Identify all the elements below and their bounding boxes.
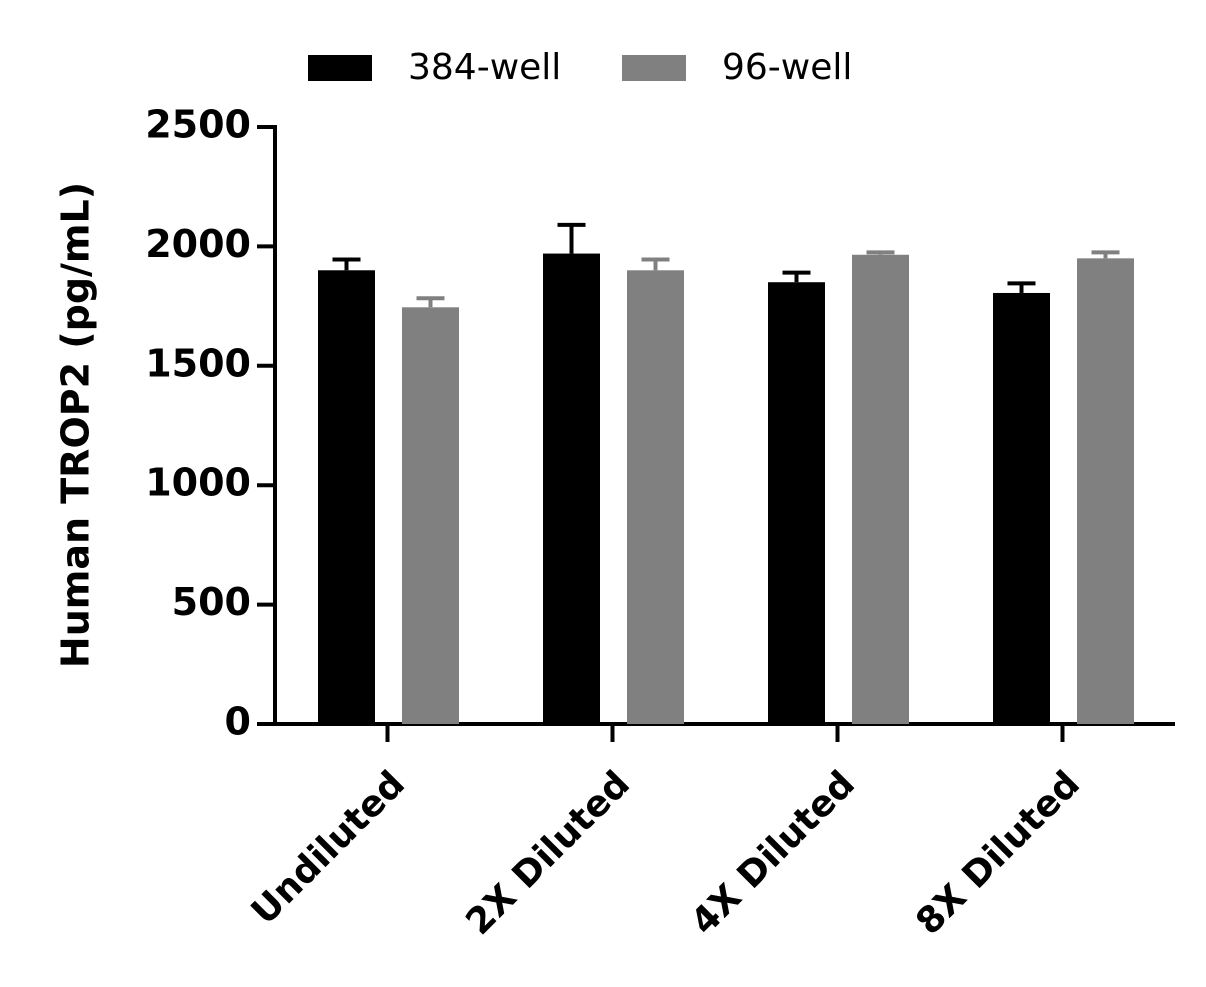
bar bbox=[852, 254, 909, 724]
y-tick-label: 1500 bbox=[145, 341, 251, 385]
error-bar bbox=[1007, 281, 1036, 293]
legend-label: 384-well bbox=[408, 47, 561, 88]
x-tick-label: 8X Diluted bbox=[908, 763, 1088, 943]
error-bar bbox=[332, 257, 361, 271]
error-bar bbox=[557, 222, 586, 254]
bar bbox=[993, 292, 1050, 724]
legend-label: 96-well bbox=[722, 47, 852, 88]
legend-swatch bbox=[308, 55, 372, 81]
y-axis-label: Human TROP2 (pg/mL) bbox=[54, 182, 98, 668]
x-tick-label: 4X Diluted bbox=[683, 763, 863, 943]
y-tick-label: 1000 bbox=[145, 461, 251, 505]
y-tick-label: 2000 bbox=[145, 222, 251, 266]
bar bbox=[627, 270, 684, 724]
bar bbox=[768, 282, 825, 724]
bar bbox=[402, 307, 459, 724]
y-tick-label: 500 bbox=[172, 580, 251, 624]
legend-swatch bbox=[622, 55, 686, 81]
y-tick-label: 0 bbox=[225, 700, 251, 744]
y-tick-label: 2500 bbox=[145, 103, 251, 147]
bar bbox=[543, 253, 600, 724]
bar bbox=[318, 270, 375, 724]
error-bar bbox=[1091, 250, 1120, 259]
error-bar bbox=[782, 270, 811, 283]
error-bar bbox=[416, 296, 445, 308]
error-bar bbox=[866, 250, 895, 255]
error-bar bbox=[641, 257, 670, 271]
x-tick-label: 2X Diluted bbox=[458, 763, 638, 943]
bar bbox=[1077, 258, 1134, 724]
x-tick-label: Undiluted bbox=[244, 763, 413, 932]
